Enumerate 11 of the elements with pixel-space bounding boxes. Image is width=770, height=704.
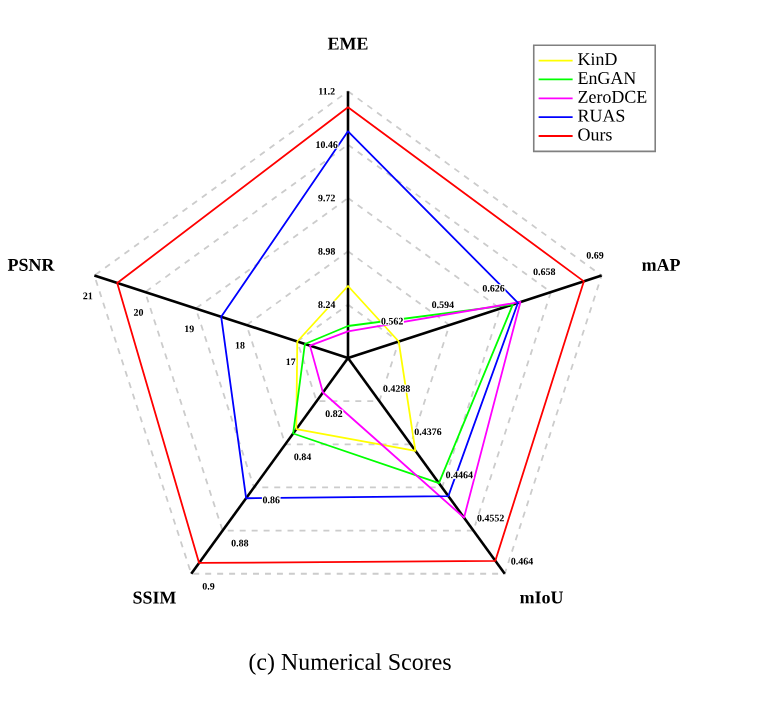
legend-label: EnGAN (578, 72, 636, 85)
legend-label: Ours (578, 128, 612, 141)
spoke-label: mAP (642, 258, 680, 271)
text: (c) Numerical Scores (249, 653, 451, 675)
legend-label: RUAS (578, 109, 625, 122)
spoke-label: PSNR (7, 258, 55, 271)
legend-label: KinD (578, 53, 617, 66)
spoke-label: mIoU (520, 591, 564, 604)
spoke-label: EME (327, 37, 368, 50)
legend-label: ZeroDCE (578, 90, 647, 103)
spoke-label: SSIM (133, 591, 176, 604)
